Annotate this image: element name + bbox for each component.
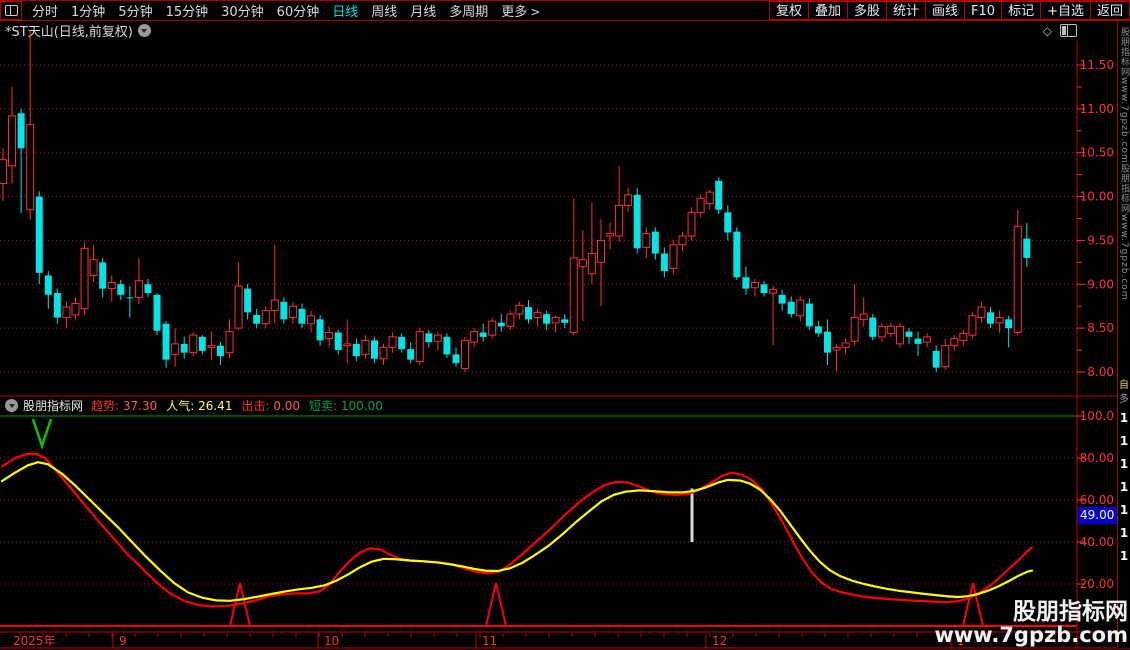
title-chevron-down-icon[interactable] (137, 24, 151, 37)
month-label: 10 (324, 634, 339, 648)
period-tab-60分钟[interactable]: 60分钟 (276, 5, 320, 20)
indicator-field-出击: 出击: 0.00 (241, 398, 301, 413)
month-label: 1 (957, 634, 965, 648)
right-strip-digit: 1 (1119, 526, 1129, 540)
month-label: 11 (482, 634, 497, 648)
price-axis-label: 11.00 (1080, 102, 1114, 116)
more-menu[interactable]: 更多 > (501, 5, 541, 20)
toolbar-actions: 复权 叠加 多股 统计 画线 F10 标记 +自选 返回 (768, 1, 1130, 20)
right-strip-digits: 1 1 1 1 1 1 1 (1118, 407, 1130, 568)
toolbar-button-返回[interactable]: 返回 (1089, 1, 1130, 20)
period-tab-5分钟[interactable]: 5分钟 (118, 5, 153, 20)
indicator-source-label: 股朋指标网 (23, 398, 84, 413)
candlestick-series (0, 29, 1031, 372)
price-axis-label: 11.50 (1080, 58, 1114, 72)
month-label: 9 (119, 634, 127, 648)
period-tab-多周期[interactable]: 多周期 (449, 5, 489, 20)
right-strip-highlight-char: 自 (1119, 380, 1129, 391)
price-axis: 11.50 11.00 10.50 10.00 9.50 9.00 8.50 8.00 100.… (1077, 58, 1114, 591)
period-tabs: 分时 1分钟 5分钟 15分钟 30分钟 60分钟 日线 周线 月线 多周期 更多 > (22, 1, 540, 20)
diamond-icon[interactable]: ◇ (1042, 23, 1052, 38)
attack-spike (485, 582, 507, 627)
mood-line (0, 461, 1034, 602)
split-window-button[interactable] (0, 1, 22, 20)
attack-spike (229, 582, 251, 627)
title-bar: *ST天山(日线,前复权) ◇ (0, 21, 1117, 40)
indicator-axis-label: 40.00 (1080, 535, 1114, 549)
watermark-brand: 股朋指标网 (1013, 599, 1128, 626)
x-axis: 9 10 11 12 1 2025年 (13, 633, 1056, 648)
period-tab-1分钟[interactable]: 1分钟 (71, 5, 106, 20)
indicator-axis-label: 100.0 (1080, 409, 1114, 423)
month-label: 12 (712, 634, 727, 648)
indicator-field-短卖: 短卖: 100.00 (309, 398, 383, 413)
period-tab-日线[interactable]: 日线 (332, 5, 359, 20)
indicator-current-value-badge: 49.00 (1078, 507, 1122, 524)
price-axis-label: 9.50 (1087, 233, 1114, 247)
right-strip-vertical-text: 股朋指标网www.7gpzb.com股朋指标网www.7gpzb.com (1119, 27, 1129, 301)
price-axis-label: 10.00 (1080, 190, 1114, 204)
attack-spike (962, 582, 984, 627)
indicator-field-人气: 人气: 26.41 (166, 398, 233, 413)
right-strip-digit: 1 (1119, 549, 1129, 563)
period-tab-15分钟[interactable]: 15分钟 (165, 5, 209, 20)
indicator-chevron-down-icon[interactable] (5, 398, 18, 412)
split-window-icon (4, 5, 18, 16)
right-strip-digit: 1 (1119, 480, 1129, 494)
watermark-url: www.7gpzb.com (934, 623, 1128, 648)
stock-title: *ST天山(日线,前复权) (5, 25, 133, 40)
right-strip-digit: 1 (1119, 434, 1129, 448)
right-strip-digit: 1 (1119, 457, 1129, 471)
period-tab-周线[interactable]: 周线 (371, 5, 398, 20)
more-chevron-icon: > (530, 5, 541, 19)
window-layout-icon[interactable] (1060, 24, 1077, 37)
indicator-axis-label: 20.00 (1080, 577, 1114, 591)
right-strip-digit: 1 (1119, 503, 1129, 517)
price-axis-label: 8.00 (1087, 365, 1114, 379)
year-label: 2025年 (13, 634, 56, 648)
price-axis-label: 10.50 (1080, 146, 1114, 160)
price-axis-label: 8.50 (1087, 321, 1114, 335)
right-strip-gray-char: 多 (1119, 394, 1129, 405)
watermark: 股朋指标网 www.7gpzb.com (934, 599, 1128, 648)
right-edge-panel: 股朋指标网www.7gpzb.com股朋指标网www.7gpzb.com 自 多… (1117, 21, 1130, 648)
trend-line (0, 452, 1034, 608)
indicator-header: 股朋指标网 趋势: 37.30 人气: 26.41 出击: 0.00 短卖: 100.… (0, 397, 1077, 413)
period-tab-分时[interactable]: 分时 (32, 5, 59, 20)
right-strip-digit: 1 (1119, 411, 1129, 425)
indicator-values: 趋势: 37.30 人气: 26.41 出击: 0.00 短卖: 100.00 (91, 397, 392, 414)
indicator-axis-label: 80.00 (1080, 451, 1114, 465)
indicator-axis-label: 60.00 (1080, 493, 1114, 507)
top-toolbar: 分时 1分钟 5分钟 15分钟 30分钟 60分钟 日线 周线 月线 多周期 更多 > 复权 叠加 多股统… (0, 0, 1130, 21)
buy-v-signal (31, 418, 53, 450)
period-tab-30分钟[interactable]: 30分钟 (221, 5, 264, 20)
indicator-field-趋势: 趋势: 37.30 (91, 398, 158, 413)
gridlines (0, 64, 1077, 585)
price-axis-label: 9.00 (1087, 277, 1114, 291)
period-tab-月线[interactable]: 月线 (410, 5, 437, 20)
